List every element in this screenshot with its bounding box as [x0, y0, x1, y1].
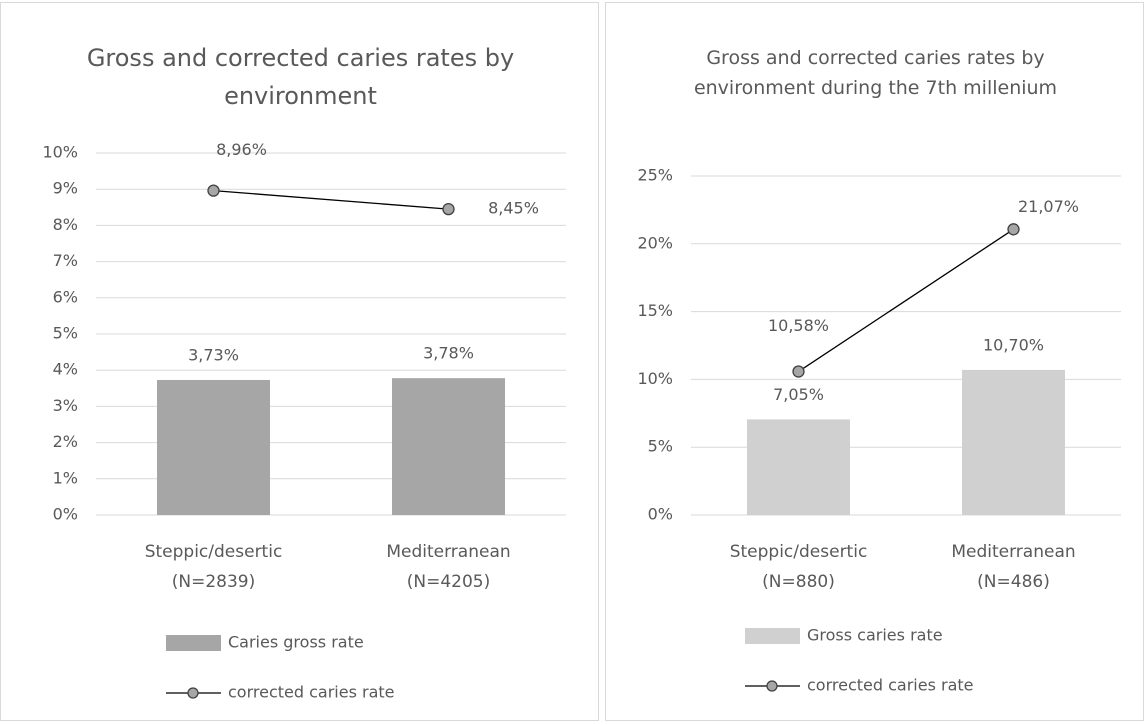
- y-tick-label: 6%: [53, 287, 78, 306]
- chart-title: Gross and corrected caries rates by envi…: [693, 47, 1058, 99]
- data-label: 21,07%: [1018, 197, 1079, 216]
- y-tick-label: 3%: [53, 396, 78, 415]
- legend-label: Caries gross rate: [228, 633, 364, 652]
- chart-panel: 0% 1% 2% 3% 4% 5% 6% 7% 8% 9% 10% 3,73% 3,78% 8,96% 8,…: [0, 2, 599, 721]
- chart: 0% 5% 10% 15% 20% 25% 7,05% 10,70% 10,58% 21,07% G…: [637, 166, 1121, 695]
- data-label: 10,58%: [768, 316, 829, 335]
- data-label: 3,73%: [188, 345, 239, 364]
- bar: [962, 369, 1065, 515]
- legend-marker: [187, 687, 199, 699]
- bar: [747, 419, 850, 515]
- line-marker: [442, 202, 455, 216]
- y-tick-label: 5%: [648, 437, 673, 456]
- legend-marker: [766, 680, 778, 692]
- y-tick-label: 9%: [53, 179, 78, 198]
- data-label: 10,70%: [983, 335, 1044, 354]
- data-label: 8,96%: [216, 140, 267, 159]
- y-tick-label: 0%: [53, 505, 78, 524]
- legend-label: corrected caries rate: [807, 676, 974, 695]
- x-tick-label: Steppic/desertic (N=880): [729, 542, 868, 592]
- line-marker: [1007, 223, 1020, 236]
- y-tick-label: 20%: [637, 233, 673, 252]
- y-tick-label: 0%: [648, 505, 673, 524]
- chart-title: Gross and corrected caries rates by envi…: [86, 44, 515, 110]
- y-tick-label: 1%: [53, 468, 78, 487]
- x-tick-label: Steppic/desertic (N=2839): [144, 542, 283, 592]
- y-tick-label: 8%: [53, 215, 78, 234]
- y-tick-label: 10%: [42, 143, 78, 162]
- x-tick-label: Mediterranean (N=4205): [386, 542, 511, 592]
- y-tick-label: 7%: [53, 251, 78, 270]
- line-marker: [207, 184, 220, 197]
- data-label: 3,78%: [423, 344, 474, 363]
- legend-label: corrected caries rate: [228, 683, 395, 702]
- line-marker: [792, 365, 805, 378]
- data-label: 8,45%: [488, 199, 539, 218]
- chart-panel: 0% 5% 10% 15% 20% 25% 7,05% 10,70% 10,58% 21,07% G…: [605, 2, 1144, 721]
- y-tick-label: 2%: [53, 432, 78, 451]
- y-tick-label: 15%: [637, 301, 673, 320]
- chart: 0% 1% 2% 3% 4% 5% 6% 7% 8% 9% 10% 3,73% 3,78% 8,96% 8,…: [42, 140, 566, 702]
- y-tick-label: 10%: [637, 369, 673, 388]
- x-tick-label: Mediterranean (N=486): [951, 542, 1076, 592]
- legend-label: Gross caries rate: [807, 626, 943, 645]
- y-tick-label: 25%: [637, 166, 673, 185]
- legend-swatch: [745, 628, 800, 644]
- y-tick-label: 5%: [53, 324, 78, 343]
- bar: [157, 379, 270, 515]
- bar: [392, 378, 505, 515]
- line: [213, 189, 449, 210]
- data-label: 7,05%: [773, 385, 824, 404]
- line: [798, 228, 1014, 373]
- y-tick-label: 4%: [53, 360, 78, 379]
- legend-swatch: [166, 635, 221, 651]
